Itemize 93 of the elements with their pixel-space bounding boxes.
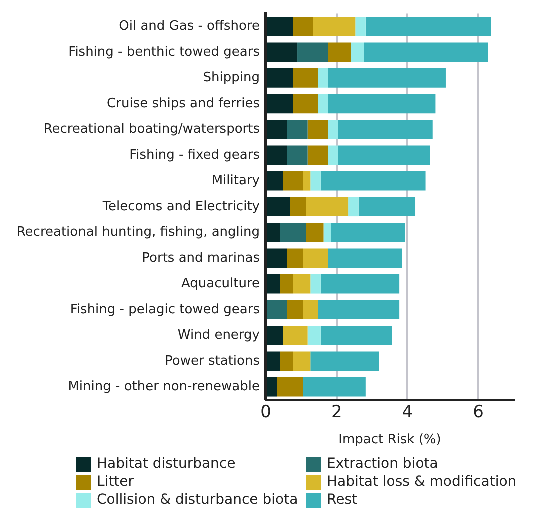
bar bbox=[338, 120, 433, 140]
x-axis-title: Impact Risk (%) bbox=[338, 432, 442, 448]
bar bbox=[338, 146, 430, 166]
x-tick-label: 6 bbox=[473, 402, 484, 423]
y-tick-label: Cruise ships and ferries bbox=[107, 96, 260, 112]
y-tick-label: Ports and marinas bbox=[142, 250, 260, 266]
bar bbox=[267, 94, 294, 114]
bar bbox=[320, 172, 426, 191]
bar bbox=[318, 300, 400, 320]
bar bbox=[310, 274, 321, 294]
bar bbox=[290, 197, 306, 217]
y-tick-label: Shipping bbox=[203, 70, 260, 86]
bar bbox=[328, 248, 402, 268]
bar bbox=[267, 248, 288, 268]
bar bbox=[293, 352, 311, 372]
bar bbox=[280, 352, 294, 372]
x-tick-label: 2 bbox=[331, 402, 342, 423]
y-tick-label: Fishing - pelagic towed gears bbox=[70, 302, 260, 318]
legend-label: Habitat disturbance bbox=[97, 456, 236, 472]
legend-label: Habitat loss & modification bbox=[327, 474, 517, 490]
y-tick-label: Aquaculture bbox=[181, 276, 260, 292]
bar bbox=[293, 274, 311, 294]
bar bbox=[308, 120, 328, 140]
bar bbox=[324, 222, 332, 242]
bar bbox=[293, 94, 318, 114]
bar bbox=[303, 172, 311, 191]
bar bbox=[267, 377, 278, 397]
bar bbox=[303, 300, 318, 320]
bar bbox=[320, 326, 392, 346]
bar bbox=[303, 248, 328, 268]
bar bbox=[280, 222, 306, 242]
y-tick-label: Military bbox=[212, 174, 260, 189]
bar bbox=[358, 197, 416, 217]
bar bbox=[306, 222, 324, 242]
bar bbox=[351, 42, 364, 62]
bar bbox=[267, 300, 288, 320]
bar bbox=[320, 274, 400, 294]
bar bbox=[303, 377, 366, 397]
bar bbox=[308, 326, 321, 346]
bar bbox=[287, 120, 308, 140]
bar bbox=[328, 94, 436, 114]
bar bbox=[310, 352, 380, 372]
legend-label: Collision & disturbance biota bbox=[97, 492, 298, 508]
bar bbox=[267, 120, 288, 140]
bar bbox=[293, 17, 314, 36]
bar bbox=[267, 172, 284, 191]
bar bbox=[267, 42, 298, 62]
bar bbox=[306, 197, 349, 217]
bar bbox=[328, 120, 338, 140]
legend-label: Litter bbox=[97, 474, 134, 490]
bar bbox=[310, 172, 321, 191]
bar bbox=[267, 68, 294, 88]
bar bbox=[318, 68, 328, 88]
y-tick-label: Telecoms and Electricity bbox=[102, 199, 260, 214]
bar bbox=[308, 146, 328, 166]
y-tick-label: Fishing - fixed gears bbox=[130, 148, 260, 163]
bar bbox=[267, 197, 290, 217]
y-tick-label: Fishing - benthic towed gears bbox=[68, 44, 260, 60]
bar bbox=[283, 172, 304, 191]
bar bbox=[287, 300, 304, 320]
bar bbox=[328, 42, 352, 62]
bar bbox=[328, 68, 446, 88]
bar bbox=[287, 146, 308, 166]
bar bbox=[328, 146, 338, 166]
y-tick-label: Wind energy bbox=[178, 328, 260, 344]
bar bbox=[366, 17, 492, 36]
bar bbox=[267, 274, 280, 294]
y-tick-label: Recreational boating/watersports bbox=[44, 122, 260, 138]
bar bbox=[267, 146, 288, 166]
bar bbox=[318, 94, 328, 114]
bar bbox=[287, 248, 304, 268]
y-tick-label: Power stations bbox=[165, 354, 260, 369]
bar bbox=[364, 42, 488, 62]
bar bbox=[267, 352, 280, 372]
x-tick-label: 0 bbox=[260, 402, 272, 423]
bar bbox=[267, 326, 284, 346]
bar bbox=[348, 197, 359, 217]
y-tick-label: Mining - other non-renewable bbox=[68, 380, 260, 394]
bar bbox=[293, 68, 318, 88]
bar bbox=[298, 42, 328, 62]
bar bbox=[280, 274, 294, 294]
bar bbox=[313, 17, 356, 36]
y-tick-label: Recreational hunting, fishing, angling bbox=[16, 225, 260, 240]
bar bbox=[277, 377, 304, 397]
x-tick-label: 4 bbox=[402, 402, 414, 423]
bar bbox=[267, 17, 294, 36]
y-tick-label: Oil and Gas - offshore bbox=[119, 19, 260, 34]
legend-label: Rest bbox=[327, 492, 358, 508]
legend-label: Extraction biota bbox=[327, 456, 438, 472]
bar bbox=[267, 222, 280, 242]
bar bbox=[356, 17, 366, 36]
bar bbox=[283, 326, 308, 346]
bar bbox=[331, 222, 406, 242]
